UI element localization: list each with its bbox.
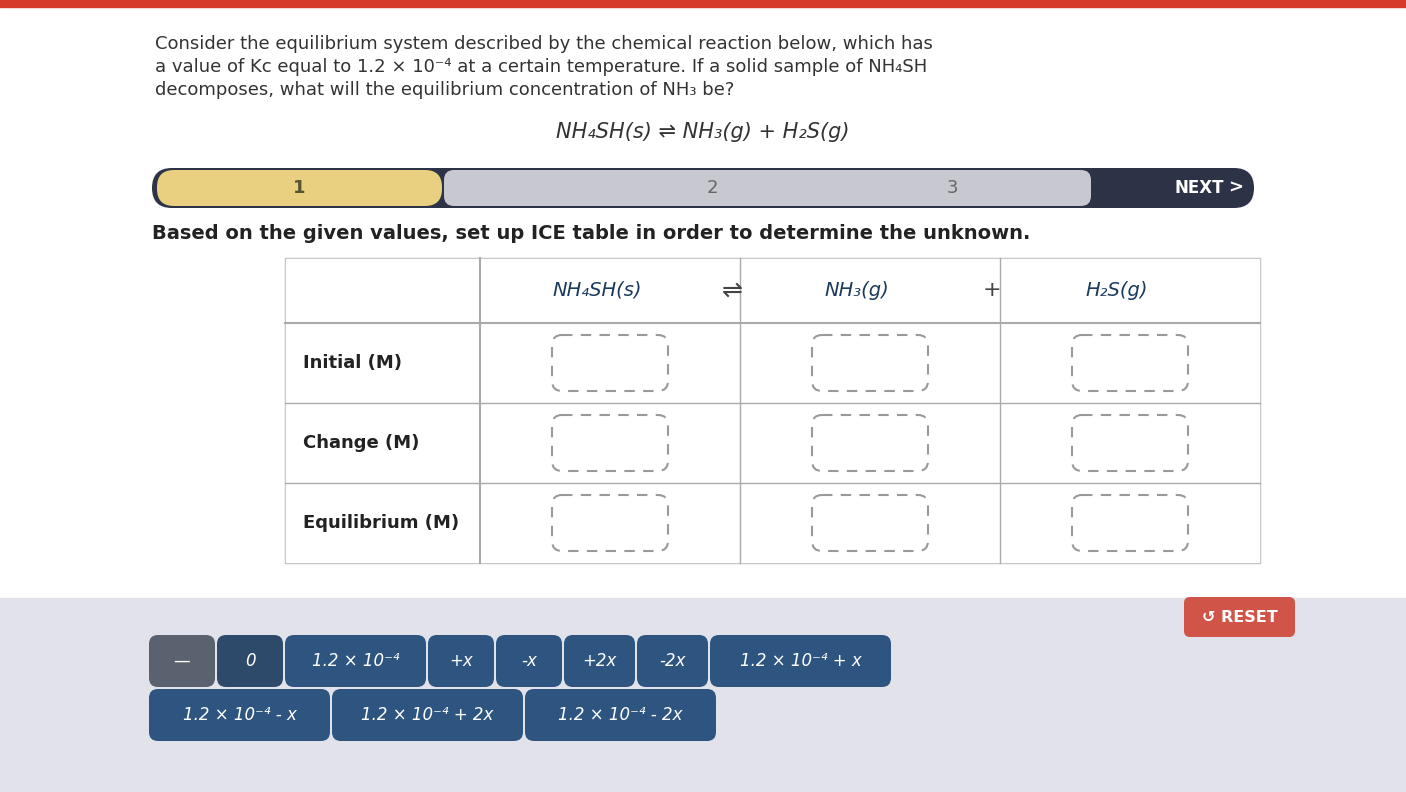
- Text: 1.2 × 10⁻⁴ - x: 1.2 × 10⁻⁴ - x: [183, 706, 297, 724]
- FancyBboxPatch shape: [427, 635, 494, 687]
- Text: 1.2 × 10⁻⁴ + x: 1.2 × 10⁻⁴ + x: [740, 652, 862, 670]
- Text: +x: +x: [449, 652, 472, 670]
- Text: Based on the given values, set up ICE table in order to determine the unknown.: Based on the given values, set up ICE ta…: [152, 224, 1031, 243]
- Text: ⇌: ⇌: [721, 279, 742, 303]
- Text: 2: 2: [706, 179, 717, 197]
- Text: NH₄SH(s) ⇌ NH₃(g) + H₂S(g): NH₄SH(s) ⇌ NH₃(g) + H₂S(g): [557, 122, 849, 142]
- Text: NH₄SH(s): NH₄SH(s): [553, 281, 641, 300]
- FancyBboxPatch shape: [1071, 415, 1188, 471]
- FancyBboxPatch shape: [637, 635, 709, 687]
- FancyBboxPatch shape: [553, 335, 668, 391]
- Text: -2x: -2x: [659, 652, 686, 670]
- FancyBboxPatch shape: [149, 635, 215, 687]
- Text: ↺ RESET: ↺ RESET: [1202, 610, 1278, 625]
- Bar: [0, 0, 1406, 7]
- FancyBboxPatch shape: [157, 170, 441, 206]
- FancyBboxPatch shape: [496, 635, 562, 687]
- Text: Equilibrium (M): Equilibrium (M): [304, 514, 460, 532]
- Text: a value of Kc equal to 1.2 × 10⁻⁴ at a certain temperature. If a solid sample of: a value of Kc equal to 1.2 × 10⁻⁴ at a c…: [155, 58, 927, 76]
- Text: 1.2 × 10⁻⁴ + 2x: 1.2 × 10⁻⁴ + 2x: [361, 706, 494, 724]
- Text: H₂S(g): H₂S(g): [1085, 281, 1149, 300]
- Text: decomposes, what will the equilibrium concentration of NH₃ be?: decomposes, what will the equilibrium co…: [155, 81, 734, 99]
- FancyBboxPatch shape: [813, 415, 928, 471]
- FancyBboxPatch shape: [152, 168, 1254, 208]
- Text: -x: -x: [522, 652, 537, 670]
- FancyBboxPatch shape: [217, 635, 283, 687]
- FancyBboxPatch shape: [813, 335, 928, 391]
- Text: +: +: [983, 280, 1001, 300]
- Bar: [285, 259, 1258, 562]
- Text: 0: 0: [245, 652, 256, 670]
- FancyBboxPatch shape: [524, 689, 716, 741]
- Text: Consider the equilibrium system described by the chemical reaction below, which : Consider the equilibrium system describe…: [155, 35, 932, 53]
- FancyBboxPatch shape: [813, 495, 928, 551]
- Text: 1: 1: [294, 179, 305, 197]
- Text: 1.2 × 10⁻⁴: 1.2 × 10⁻⁴: [312, 652, 399, 670]
- FancyBboxPatch shape: [1184, 597, 1295, 637]
- Text: +2x: +2x: [582, 652, 617, 670]
- FancyBboxPatch shape: [332, 689, 523, 741]
- FancyBboxPatch shape: [285, 635, 426, 687]
- Bar: [285, 258, 1260, 563]
- Text: NH₃(g): NH₃(g): [825, 281, 890, 300]
- Text: 3: 3: [946, 179, 957, 197]
- Text: Change (M): Change (M): [304, 434, 419, 452]
- FancyBboxPatch shape: [149, 689, 330, 741]
- FancyBboxPatch shape: [1071, 495, 1188, 551]
- FancyBboxPatch shape: [710, 635, 891, 687]
- Bar: [0, 598, 1406, 792]
- FancyBboxPatch shape: [553, 495, 668, 551]
- Text: >: >: [1229, 179, 1243, 197]
- FancyBboxPatch shape: [553, 415, 668, 471]
- Text: —: —: [174, 652, 190, 670]
- FancyBboxPatch shape: [1071, 335, 1188, 391]
- Bar: [0, 0, 1406, 598]
- Text: 1.2 × 10⁻⁴ - 2x: 1.2 × 10⁻⁴ - 2x: [558, 706, 683, 724]
- FancyBboxPatch shape: [444, 170, 1091, 206]
- FancyBboxPatch shape: [564, 635, 636, 687]
- Text: Initial (M): Initial (M): [304, 354, 402, 372]
- Text: NEXT: NEXT: [1174, 179, 1223, 197]
